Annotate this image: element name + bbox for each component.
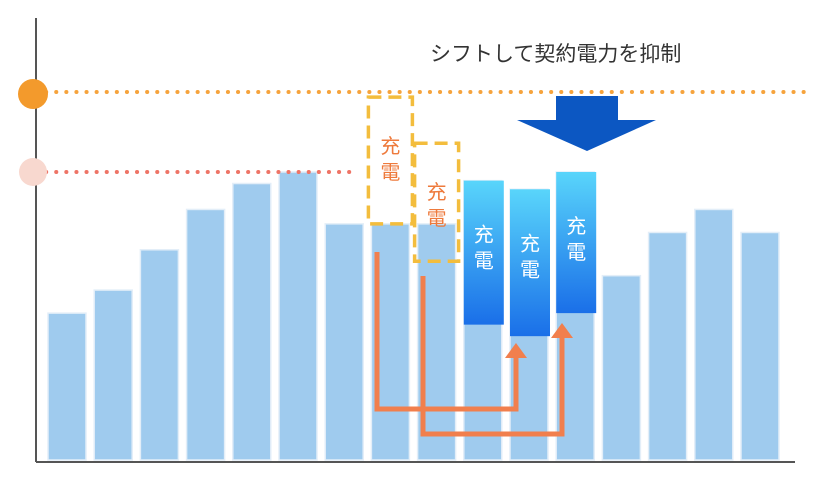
- orange-dot-marker: [18, 79, 48, 109]
- demand-bar: [185, 208, 226, 461]
- charge-label: 電: [566, 240, 586, 264]
- demand-bar: [47, 312, 87, 461]
- shift-arrow-2-head: [551, 323, 573, 338]
- charge-label: 電: [520, 257, 540, 281]
- demand-bar: [278, 171, 318, 461]
- demand-bar: [740, 231, 780, 461]
- shift-arrows: [374, 252, 573, 437]
- light-dot-marker: [19, 158, 47, 186]
- demand-bar: [139, 249, 180, 461]
- charge-label: 電: [427, 206, 447, 230]
- removed-load-block: [366, 95, 415, 226]
- demand-bar: [694, 208, 734, 461]
- demand-bar: [324, 223, 364, 461]
- battery-charge-block: [510, 189, 550, 337]
- battery-charge-block: [463, 180, 504, 325]
- charge-label: 電: [380, 160, 400, 184]
- shift-arrow-1-head: [505, 343, 527, 358]
- caption-text: シフトして契約電力を抑制: [430, 42, 681, 66]
- demand-bar: [601, 274, 642, 461]
- removed-load-block: [412, 141, 461, 264]
- charge-label: 充: [566, 214, 586, 238]
- charge-label: 充: [520, 231, 540, 255]
- demand-bar: [232, 182, 272, 461]
- shift-arrow-2: [420, 276, 565, 437]
- demand-bar: [647, 231, 688, 461]
- down-arrow-icon: [517, 96, 656, 151]
- shift-arrow-1: [374, 252, 519, 412]
- battery-charge-block: [556, 172, 597, 314]
- demand-bar: [93, 289, 133, 461]
- charge-label: 充: [427, 180, 447, 204]
- charge-label: 電: [474, 249, 494, 273]
- charge-label: 充: [380, 134, 400, 158]
- charge-label: 充: [474, 223, 494, 247]
